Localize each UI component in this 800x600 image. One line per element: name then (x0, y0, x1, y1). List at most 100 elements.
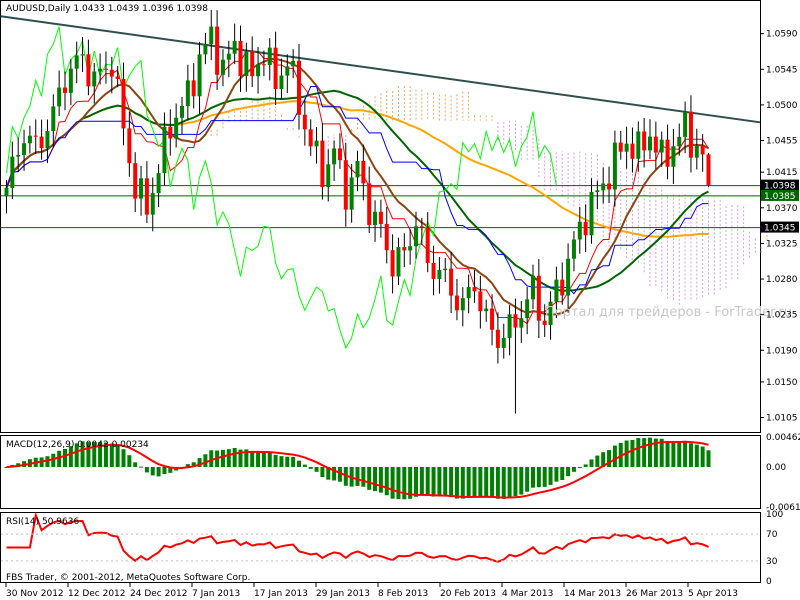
candle-body (548, 301, 553, 326)
rsi-tick-label: 100 (766, 510, 783, 520)
macd-bar (536, 466, 541, 488)
candle-body (454, 295, 459, 311)
candle-body (203, 44, 208, 55)
candle-body (297, 60, 301, 115)
macd-bar (501, 466, 506, 499)
price-tick-label: 1.0325 (766, 239, 798, 249)
candle-body (566, 258, 571, 296)
candle-body (425, 227, 430, 263)
candle-body (185, 80, 190, 106)
macd-bar (700, 446, 705, 467)
candle-body (63, 87, 67, 93)
macd-bar (443, 466, 448, 497)
candle-body (168, 126, 173, 139)
candle-body (501, 337, 506, 348)
date-tick-label: 20 Feb 2013 (440, 589, 496, 599)
candle-body (659, 139, 664, 153)
price-label: 1.0345 (764, 224, 796, 234)
macd-bar (45, 456, 50, 467)
macd-bar (425, 466, 430, 496)
rsi-line (6, 511, 709, 563)
macd-bar (285, 456, 290, 467)
candle-body (618, 142, 623, 152)
macd-tick-label: 0.00462 (766, 433, 800, 443)
candle-body (115, 76, 120, 80)
macd-bar (68, 446, 73, 467)
candle-body (150, 193, 155, 215)
macd-bar (144, 466, 149, 473)
price-tick-label: 1.0415 (766, 168, 798, 178)
macd-bar (384, 466, 389, 496)
candle-body (595, 190, 600, 193)
candle-body (507, 314, 512, 338)
candle-body (396, 247, 401, 277)
trendline-group (0, 15, 761, 124)
candle-body (536, 275, 541, 321)
rsi-panel[interactable] (0, 512, 761, 583)
macd-bar (449, 466, 454, 498)
candle-body (279, 75, 284, 90)
candle-body (16, 155, 21, 157)
price-tick-label: 1.0105 (766, 414, 798, 424)
macd-signal-line (6, 440, 709, 499)
candle-body (197, 54, 202, 97)
chart-title: AUDUSD,Daily 1.0433 1.0439 1.0396 1.0398 (6, 4, 208, 14)
date-axis: 30 Nov 2012 12 Dec 2012 24 Dec 2012 7 Jan 2… (5, 583, 738, 599)
candle-body (648, 136, 652, 151)
macd-tick-label: 0.00 (766, 463, 786, 473)
date-tick-label: 29 Jan 2013 (316, 589, 370, 599)
candle-body (308, 129, 313, 147)
macd-bar (519, 466, 524, 495)
candle-body (355, 160, 360, 178)
candle-body (449, 268, 454, 296)
candle-body (390, 250, 395, 277)
candle-body (74, 55, 79, 69)
candle-body (677, 136, 682, 147)
macd-bar (232, 447, 237, 467)
macd-bar (220, 449, 225, 467)
macd-bar (513, 466, 518, 497)
candle-body (706, 154, 711, 186)
candle-body (144, 178, 149, 215)
macd-bar (244, 449, 249, 467)
macd-bar (706, 450, 711, 467)
date-tick-label: 24 Dec 2012 (130, 589, 188, 599)
candle-body (478, 291, 483, 312)
macd-bar (460, 466, 465, 499)
macd-bar (203, 454, 208, 467)
macd-bar (612, 445, 617, 467)
macd-bar (419, 466, 424, 495)
macd-bar (478, 466, 483, 497)
candle-body (103, 68, 108, 70)
rsi-label: RSI(14) 50.9636 (6, 517, 79, 527)
macd-bar (525, 466, 530, 492)
candle-body (636, 131, 641, 159)
candle-body (525, 299, 530, 319)
candle-body (4, 188, 9, 196)
macd-bar (191, 462, 196, 467)
candle-body (437, 269, 442, 279)
date-tick-label: 8 Feb 2013 (378, 589, 428, 599)
macd-bar (238, 449, 243, 467)
macd-bar (74, 443, 79, 467)
candle-body (554, 279, 559, 302)
candle-body (267, 47, 272, 66)
macd-bar (168, 466, 173, 473)
candle-body (127, 128, 132, 164)
macd-bar (326, 466, 331, 480)
candle-body (191, 80, 196, 97)
candle-body (349, 177, 354, 210)
date-tick-label: 26 Mar 2013 (626, 589, 683, 599)
macd-bar (367, 466, 372, 490)
copyright: FBS Trader, © 2001-2012, MetaQuotes Soft… (6, 573, 250, 583)
macd-bar (226, 449, 231, 467)
candle-body (472, 287, 477, 292)
macd-bar (297, 460, 301, 467)
candle-body (484, 308, 489, 312)
macd-bar (261, 452, 266, 467)
macd-bar (209, 450, 214, 467)
macd-bar (150, 466, 155, 476)
candle-body (220, 59, 225, 75)
